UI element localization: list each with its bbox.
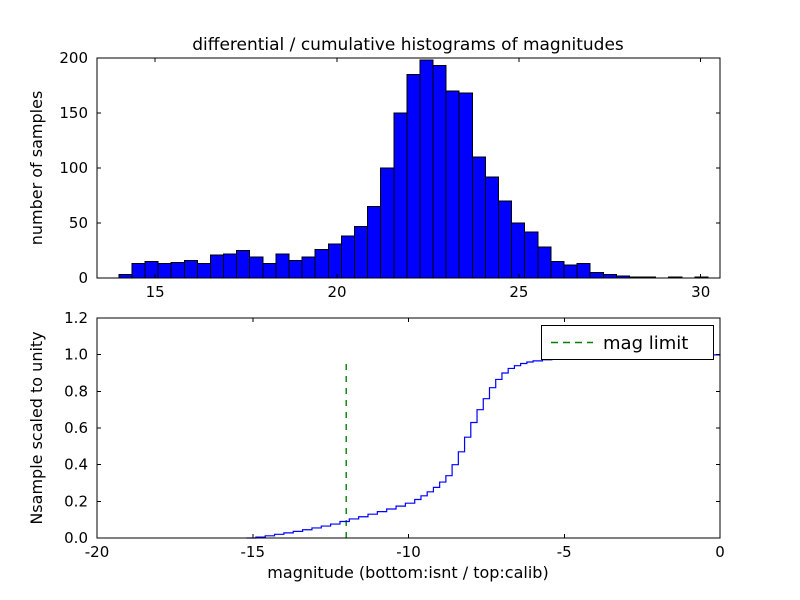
hist-bar bbox=[223, 253, 238, 279]
hist-bar bbox=[419, 59, 434, 279]
histogram-bars-group bbox=[118, 59, 709, 279]
hist-bar bbox=[288, 259, 303, 279]
hist-bar bbox=[236, 250, 251, 279]
hist-bar bbox=[367, 206, 382, 279]
hist-bar bbox=[157, 263, 172, 279]
x-tick-label: 25 bbox=[509, 283, 528, 301]
y-tick-label: 0.6 bbox=[64, 419, 88, 437]
legend-entry-label: mag limit bbox=[603, 333, 688, 354]
top-y-axis-label: number of samples bbox=[27, 91, 46, 246]
y-tick-label: 150 bbox=[59, 104, 88, 122]
hist-bar bbox=[131, 263, 146, 279]
y-tick-label: 200 bbox=[59, 49, 88, 67]
bottom-y-axis-label: Nsample scaled to unity bbox=[27, 331, 46, 524]
hist-bar bbox=[249, 256, 264, 279]
hist-bar bbox=[144, 261, 159, 279]
y-tick-label: 100 bbox=[59, 159, 88, 177]
hist-bar bbox=[353, 225, 369, 279]
hist-bar bbox=[406, 74, 421, 279]
hist-bar bbox=[445, 90, 460, 279]
x-tick-label: 0 bbox=[715, 543, 725, 561]
y-tick-label: 1.0 bbox=[64, 346, 88, 364]
legend-box: mag limit bbox=[541, 325, 714, 360]
hist-bar bbox=[183, 259, 198, 279]
hist-bar bbox=[484, 176, 500, 279]
hist-bar bbox=[275, 253, 290, 279]
hist-bar bbox=[301, 256, 316, 279]
y-tick-label: 0.4 bbox=[64, 456, 88, 474]
hist-bar bbox=[563, 264, 578, 279]
hist-bar bbox=[327, 243, 342, 279]
x-tick-label: -10 bbox=[396, 543, 421, 561]
hist-bar bbox=[589, 272, 604, 279]
x-tick-label: -20 bbox=[85, 543, 110, 561]
y-tick-label: 0.8 bbox=[64, 382, 88, 400]
top-axes-ticks: 15 20 25 30 0 50 100 150 200 bbox=[59, 49, 720, 301]
hist-bar bbox=[262, 263, 277, 279]
x-tick-label: -15 bbox=[241, 543, 266, 561]
hist-bar bbox=[340, 235, 355, 279]
hist-bar bbox=[170, 262, 185, 279]
bottom-axes-ticks: -20 -15 -10 -5 0 0.0 0.2 0.4 0.6 0.8 1.0 1.2 bbox=[64, 309, 725, 561]
y-tick-label: 0.2 bbox=[64, 492, 88, 510]
hist-bar bbox=[550, 261, 565, 279]
x-axis-label: magnitude (bottom:isnt / top:calib) bbox=[267, 563, 548, 582]
y-tick-label: 0.0 bbox=[64, 529, 88, 547]
differential-histogram-axes: 15 20 25 30 0 50 100 150 200 bbox=[59, 49, 721, 301]
x-tick-label: 20 bbox=[327, 283, 346, 301]
chart-title: differential / cumulative histograms of … bbox=[192, 35, 624, 55]
x-tick-label: 30 bbox=[691, 283, 710, 301]
y-tick-label: 1.2 bbox=[64, 309, 88, 327]
hist-bar bbox=[380, 167, 395, 279]
hist-bar bbox=[432, 65, 447, 279]
hist-bar bbox=[524, 231, 539, 279]
x-tick-label: 15 bbox=[146, 283, 165, 301]
hist-bar bbox=[511, 222, 526, 279]
hist-bar bbox=[576, 263, 591, 279]
y-tick-label: 50 bbox=[69, 214, 88, 232]
hist-bar bbox=[393, 112, 408, 279]
hist-bar bbox=[458, 92, 473, 279]
hist-bar bbox=[471, 156, 486, 279]
hist-bar bbox=[498, 200, 513, 279]
legend-frame bbox=[541, 325, 714, 360]
hist-bar bbox=[209, 254, 225, 279]
hist-bar bbox=[196, 263, 211, 279]
x-tick-label: -5 bbox=[557, 543, 572, 561]
y-tick-label: 0 bbox=[78, 269, 88, 287]
hist-bar bbox=[537, 246, 552, 279]
hist-bar bbox=[314, 248, 329, 279]
cumulative-histogram-axes: -20 -15 -10 -5 0 0.0 0.2 0.4 0.6 0.8 1.0 1.2 mag li… bbox=[64, 309, 725, 561]
